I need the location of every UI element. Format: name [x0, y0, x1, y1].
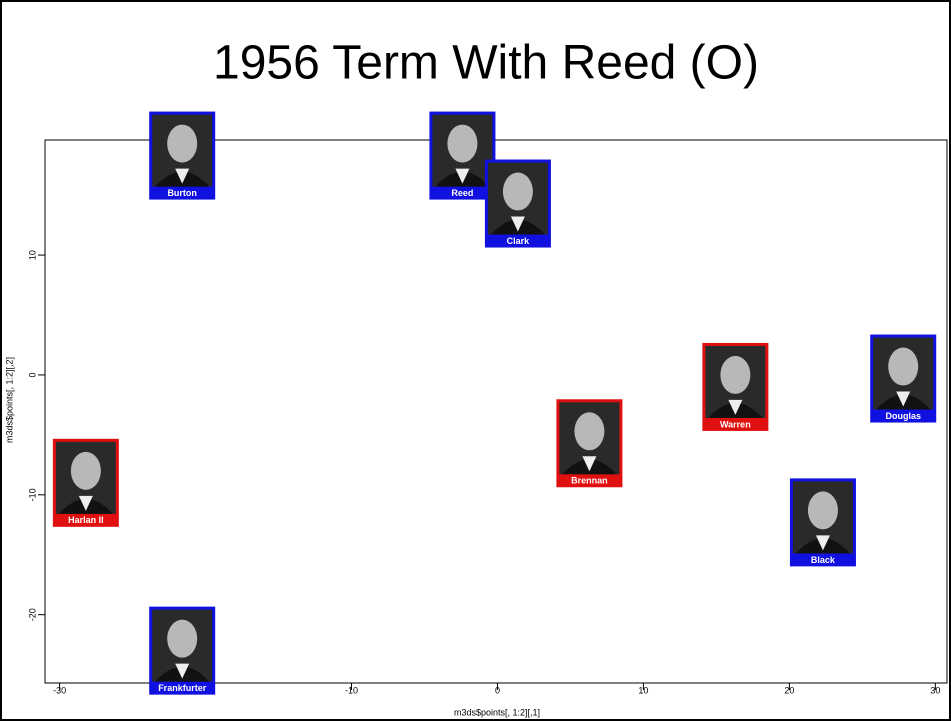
y-tick-label: 10	[27, 250, 37, 260]
portrait-collar	[582, 456, 597, 472]
portrait-collar	[78, 495, 93, 511]
x-tick-label: -10	[345, 685, 358, 695]
point-label: Brennan	[571, 476, 608, 486]
portrait: Clark	[484, 159, 551, 248]
y-tick-label: -10	[27, 488, 37, 501]
portrait: Warren	[702, 342, 769, 431]
portrait: Black	[789, 478, 856, 567]
x-tick-label: 30	[930, 685, 940, 695]
portrait-head	[502, 172, 533, 211]
point-label: Douglas	[885, 411, 921, 421]
x-tick-label: 10	[638, 685, 648, 695]
portrait-head	[807, 491, 838, 530]
point-label: Burton	[167, 188, 197, 198]
portrait-collar	[728, 399, 743, 415]
portrait-collar	[455, 168, 470, 184]
portrait: Douglas	[870, 334, 937, 423]
portrait-collar	[175, 663, 190, 679]
chart-title: 1956 Term With Reed (O)	[213, 37, 759, 90]
portrait: Brennan	[556, 399, 623, 488]
portrait-collar	[896, 391, 911, 407]
point-label: Clark	[507, 236, 531, 246]
x-tick-label: 20	[784, 685, 794, 695]
portrait-head	[70, 451, 101, 490]
point-label: Black	[811, 555, 836, 565]
portrait-head	[888, 347, 919, 386]
portrait-head	[447, 124, 478, 163]
portrait-head	[167, 124, 198, 163]
x-tick-label: 0	[495, 685, 500, 695]
x-tick-label: -30	[53, 685, 66, 695]
portrait-head	[167, 619, 198, 658]
portrait-collar	[175, 168, 190, 184]
portrait: Frankfurter	[149, 606, 216, 695]
y-tick-label: -20	[27, 608, 37, 621]
y-tick-label: 0	[27, 372, 37, 377]
portrait-collar	[510, 216, 525, 232]
portrait: Harlan II	[52, 438, 119, 527]
point-label: Reed	[451, 188, 473, 198]
portrait-head	[574, 412, 605, 451]
plot-box	[44, 139, 948, 684]
portrait: Reed	[429, 111, 496, 200]
point-label: Harlan II	[68, 515, 104, 525]
x-axis-label: m3ds$points[, 1:2][,1]	[454, 707, 540, 717]
point-label: Warren	[720, 419, 751, 429]
portrait-head	[720, 355, 751, 394]
y-axis-label: m3ds$points[, 1:2][,2]	[4, 357, 14, 443]
point-label: Frankfurter	[158, 683, 207, 693]
portrait-collar	[815, 535, 830, 551]
portrait: Burton	[149, 111, 216, 200]
